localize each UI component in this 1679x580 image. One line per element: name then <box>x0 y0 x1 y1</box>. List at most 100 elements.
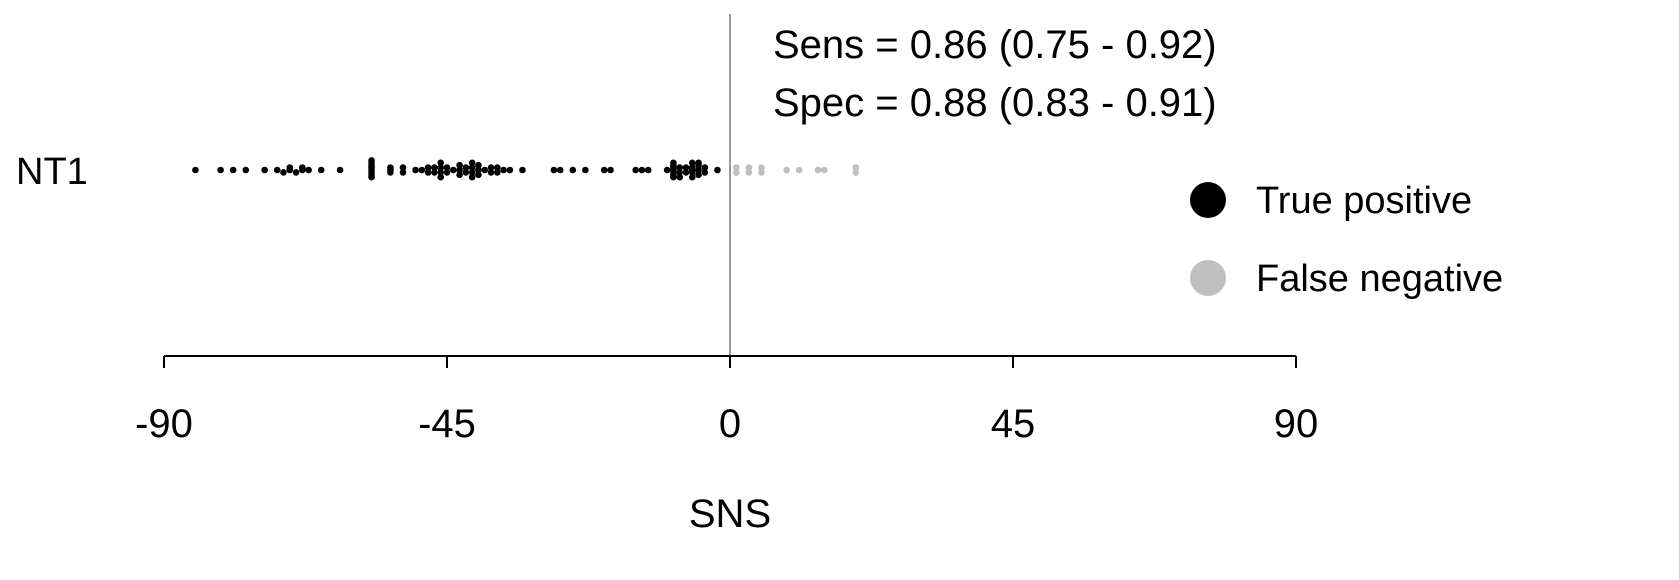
true-positive-point <box>456 166 463 174</box>
true-positive-point <box>468 164 476 171</box>
true-positive-point <box>688 169 696 176</box>
true-positive-legend-label: True positive <box>1256 180 1472 222</box>
false-negative-point <box>745 169 753 176</box>
true-positive-point <box>305 166 312 174</box>
true-positive-point <box>437 169 445 176</box>
true-positive-point <box>387 169 394 176</box>
true-positive-point <box>695 171 702 179</box>
true-positive-point <box>600 166 608 174</box>
true-positive-point <box>670 173 677 181</box>
true-positive-point <box>506 166 514 174</box>
true-positive-point <box>468 173 476 181</box>
true-positive-point <box>670 159 677 167</box>
true-positive-point <box>695 166 702 174</box>
true-positive-point <box>242 166 250 174</box>
true-positive-point <box>682 164 690 171</box>
true-positive-point <box>556 166 564 174</box>
false-negative-point <box>758 164 765 171</box>
false-negative-legend-label: False negative <box>1256 258 1503 300</box>
true-positive-point <box>481 166 489 174</box>
true-positive-point <box>431 169 438 176</box>
true-positive-point <box>443 164 451 171</box>
true-positive-point <box>714 166 721 174</box>
true-positive-point <box>424 164 432 171</box>
true-positive-point <box>500 166 507 174</box>
false-negative-point <box>732 164 740 171</box>
true-positive-point <box>676 169 683 176</box>
true-positive-point <box>676 164 683 171</box>
true-positive-point <box>431 164 438 171</box>
true-positive-point <box>412 166 419 174</box>
true-positive-point <box>399 169 407 176</box>
true-positive-point <box>688 159 696 167</box>
true-positive-point <box>456 171 463 179</box>
true-positive-point <box>663 166 671 174</box>
data-points <box>192 157 860 181</box>
x-axis-tick-labels: -90 -45 0 45 90 <box>135 402 1318 446</box>
true-positive-point <box>475 171 482 179</box>
false-negative-point <box>783 166 790 174</box>
true-positive-legend-marker <box>1190 182 1226 218</box>
false-negative-legend-marker <box>1190 260 1226 296</box>
x-tick-label: 45 <box>991 402 1036 446</box>
false-negative-point <box>814 166 822 174</box>
true-positive-point <box>368 173 375 181</box>
false-negative-point <box>795 166 803 174</box>
true-positive-point <box>676 173 683 181</box>
true-positive-point <box>682 169 690 176</box>
true-positive-point <box>607 166 614 174</box>
x-tick-label: -90 <box>135 402 193 446</box>
true-positive-point <box>519 166 526 174</box>
true-positive-point <box>299 166 306 174</box>
false-negative-point <box>852 164 860 171</box>
true-positive-point <box>280 169 287 176</box>
true-positive-point <box>695 159 702 167</box>
true-positive-point <box>475 161 482 169</box>
true-positive-point <box>644 166 652 174</box>
x-axis-label: SNS <box>689 492 771 536</box>
true-positive-point <box>192 166 199 174</box>
true-positive-point <box>494 169 501 176</box>
true-positive-point <box>261 166 268 174</box>
category-label: NT1 <box>16 151 88 193</box>
true-positive-point <box>424 169 432 176</box>
true-positive-point <box>437 173 445 181</box>
true-positive-point <box>292 169 300 176</box>
true-positive-point <box>443 169 451 176</box>
true-positive-point <box>487 169 495 176</box>
true-positive-point <box>217 166 224 174</box>
legend: True positive False negative <box>1190 180 1503 300</box>
true-positive-point <box>701 169 709 176</box>
false-negative-point <box>732 169 740 176</box>
true-positive-point <box>475 166 482 174</box>
true-positive-point <box>273 166 281 174</box>
true-positive-point <box>418 166 426 174</box>
false-negative-point <box>758 169 765 176</box>
x-axis-ticks <box>163 356 1297 368</box>
false-negative-point <box>821 166 828 174</box>
x-tick-label: 0 <box>719 402 741 446</box>
true-positive-point <box>437 159 445 167</box>
true-positive-point <box>449 166 457 174</box>
true-positive-point <box>399 164 407 171</box>
true-positive-point <box>468 169 476 176</box>
true-positive-point <box>456 161 463 169</box>
x-tick-label: 90 <box>1274 402 1319 446</box>
true-positive-point <box>286 166 294 174</box>
true-positive-point <box>229 166 237 174</box>
true-positive-point <box>487 164 495 171</box>
true-positive-point <box>494 164 501 171</box>
true-positive-point <box>462 169 470 176</box>
true-positive-point <box>550 166 558 174</box>
true-positive-point <box>638 166 646 174</box>
true-positive-point <box>701 164 709 171</box>
true-positive-point <box>582 166 589 174</box>
x-tick-label: -45 <box>418 402 476 446</box>
true-positive-point <box>336 166 344 174</box>
sensitivity-annotation: Sens = 0.86 (0.75 - 0.92) <box>773 23 1217 67</box>
true-positive-point <box>632 166 639 174</box>
true-positive-point <box>437 164 445 171</box>
true-positive-point <box>688 173 696 181</box>
true-positive-point <box>317 166 325 174</box>
